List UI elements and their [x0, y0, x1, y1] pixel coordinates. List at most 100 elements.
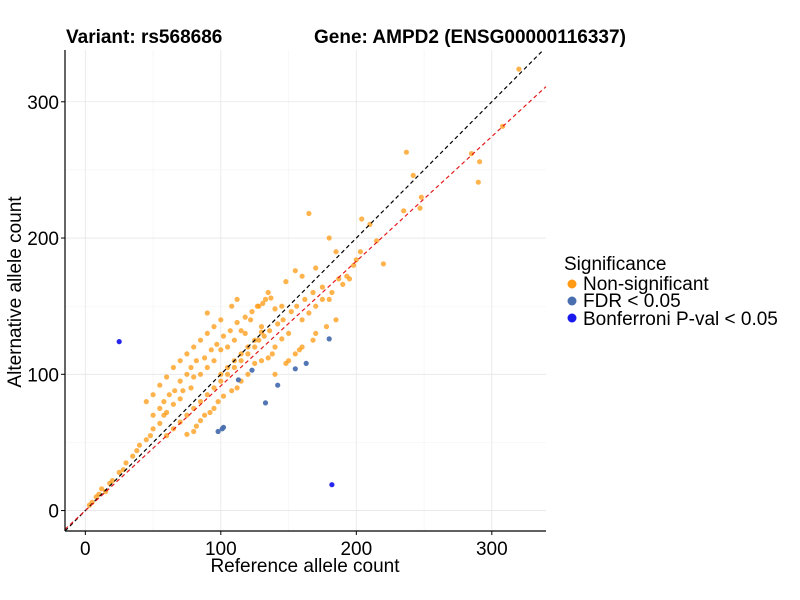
point-non-significant: [380, 261, 386, 267]
point-non-significant: [225, 371, 231, 377]
y-tick-label: 300: [27, 93, 59, 114]
point-non-significant: [313, 303, 319, 309]
point-non-significant: [252, 344, 258, 350]
point-non-significant: [313, 265, 319, 271]
point-non-significant: [475, 179, 481, 185]
point-bonferroni-p-val-0-05: [116, 339, 122, 345]
point-non-significant: [262, 296, 269, 302]
point-non-significant: [220, 393, 227, 399]
point-non-significant: [296, 347, 302, 353]
point-non-significant: [123, 460, 129, 466]
point-non-significant: [184, 371, 190, 377]
point-non-significant: [417, 205, 423, 211]
point-non-significant: [313, 330, 319, 336]
x-tick-label: 300: [476, 539, 508, 560]
point-non-significant: [299, 273, 305, 279]
point-non-significant: [288, 309, 294, 315]
point-non-significant: [197, 337, 204, 343]
point-non-significant: [202, 355, 208, 361]
x-tick-label: 200: [340, 539, 372, 560]
point-non-significant: [218, 317, 224, 323]
x-tick-label: 100: [205, 539, 237, 560]
point-non-significant: [197, 418, 204, 424]
point-non-significant: [204, 364, 210, 371]
point-non-significant: [184, 412, 190, 418]
point-non-significant: [170, 401, 176, 407]
point-non-significant: [161, 399, 167, 405]
point-non-significant: [292, 351, 298, 357]
point-non-significant: [134, 448, 140, 454]
point-non-significant: [374, 238, 380, 244]
point-non-significant: [283, 360, 289, 366]
y-axis-title: Alternative allele count: [5, 196, 26, 388]
point-fdr-0-05: [215, 428, 221, 435]
point-non-significant: [231, 364, 237, 371]
point-non-significant: [516, 66, 522, 72]
point-non-significant: [258, 358, 265, 364]
point-non-significant: [188, 364, 194, 371]
x-tick-label: 0: [80, 539, 91, 560]
point-non-significant: [225, 344, 231, 350]
point-non-significant: [204, 330, 210, 336]
point-non-significant: [272, 371, 278, 377]
point-non-significant: [403, 149, 409, 155]
point-non-significant: [275, 321, 281, 327]
point-non-significant: [197, 399, 204, 405]
point-non-significant: [166, 392, 172, 398]
point-non-significant: [157, 405, 163, 411]
point-non-significant: [256, 337, 262, 343]
point-non-significant: [99, 486, 105, 492]
legend-swatch-non-significant: [567, 279, 577, 289]
point-non-significant: [299, 317, 305, 323]
point-non-significant: [249, 309, 255, 315]
chart-title-gene: Gene: AMPD2 (ENSG00000116337): [314, 27, 626, 48]
point-non-significant: [245, 351, 251, 357]
point-non-significant: [218, 347, 224, 353]
point-non-significant: [229, 303, 235, 309]
point-non-significant: [238, 358, 244, 364]
point-non-significant: [143, 437, 149, 443]
point-non-significant: [310, 289, 316, 296]
grid: [65, 50, 546, 531]
point-non-significant: [357, 249, 363, 255]
legend-label-bonferroni: Bonferroni P-val < 0.05: [583, 309, 778, 330]
point-non-significant: [340, 281, 346, 287]
point-non-significant: [218, 378, 224, 384]
point-non-significant: [147, 433, 153, 439]
point-non-significant: [193, 423, 199, 429]
point-non-significant: [170, 364, 176, 371]
point-non-significant: [254, 303, 260, 309]
point-non-significant: [410, 172, 416, 178]
point-non-significant: [150, 412, 156, 418]
point-non-significant: [306, 310, 312, 316]
reference-line-fit: [64, 86, 547, 530]
point-non-significant: [220, 333, 227, 339]
point-non-significant: [242, 314, 248, 320]
point-non-significant: [86, 502, 92, 508]
point-non-significant: [180, 388, 186, 394]
point-non-significant: [269, 351, 275, 357]
point-fdr-0-05: [235, 377, 241, 383]
point-non-significant: [238, 328, 244, 334]
legend-swatch-fdr: [567, 296, 577, 306]
point-non-significant: [204, 310, 210, 316]
point-non-significant: [261, 333, 267, 339]
point-non-significant: [260, 300, 266, 306]
point-non-significant: [359, 216, 365, 222]
point-fdr-0-05: [292, 366, 298, 372]
y-tick-label: 100: [27, 365, 59, 386]
point-non-significant: [215, 399, 221, 405]
y-tick-label: 200: [27, 229, 59, 250]
point-non-significant: [245, 371, 251, 377]
y-axis-ticks: 0 100 200 300: [27, 93, 65, 523]
point-fdr-0-05: [262, 400, 269, 406]
point-non-significant: [193, 358, 199, 364]
point-non-significant: [150, 426, 156, 432]
point-non-significant: [157, 420, 163, 426]
point-fdr-0-05: [220, 424, 227, 430]
point-non-significant: [294, 303, 300, 309]
point-non-significant: [258, 329, 265, 335]
point-non-significant: [310, 337, 316, 343]
point-non-significant: [211, 324, 217, 330]
